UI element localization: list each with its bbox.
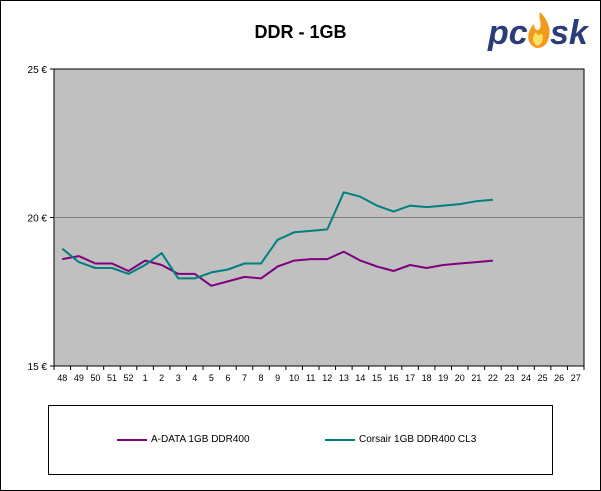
x-tick-label: 21 — [471, 373, 481, 383]
x-tick-label: 16 — [389, 373, 399, 383]
legend-label-series-2: Corsair 1GB DDR400 CL3 — [359, 434, 477, 445]
series-line-1 — [62, 250, 493, 287]
x-tick-label: 25 — [538, 373, 548, 383]
series-line-2 — [61, 191, 493, 280]
flame-icon — [528, 12, 550, 48]
chart-title: DDR - 1GB — [254, 22, 347, 42]
x-tick-label: 52 — [124, 373, 134, 383]
x-tick-label: 50 — [90, 373, 100, 383]
x-tick-label: 18 — [422, 373, 432, 383]
x-tick-label: 12 — [322, 373, 332, 383]
x-tick-label: 3 — [176, 373, 181, 383]
x-tick-label: 15 — [372, 373, 382, 383]
x-tick-label: 14 — [355, 373, 365, 383]
x-tick-label: 1 — [143, 373, 148, 383]
y-tick-label: 15 € — [28, 362, 48, 373]
legend-item-series-2: Corsair 1GB DDR400 CL3 — [325, 434, 476, 445]
x-tick-label: 9 — [275, 373, 280, 383]
x-tick-label: 49 — [74, 373, 84, 383]
y-tick-label: 25 € — [28, 65, 48, 76]
x-tick-label: 2 — [159, 373, 164, 383]
svg-text:sk: sk — [550, 14, 590, 52]
x-tick-label: 26 — [554, 373, 564, 383]
y-axis: 15 € 20 € 25 € — [28, 65, 54, 373]
x-tick-label: 19 — [438, 373, 448, 383]
y-tick-label: 20 € — [28, 214, 48, 225]
x-axis: 48 49 50 51 52 1 2 3 4 5 6 7 8 9 10 11 12 13 14 15 16 17 18 19 2… — [53, 366, 585, 383]
legend-item-series-1: A-DATA 1GB DDR400 — [117, 434, 250, 445]
x-tick-label: 11 — [306, 373, 315, 383]
x-tick-label: 13 — [339, 373, 349, 383]
x-tick-label: 51 — [107, 373, 117, 383]
series-lines — [61, 191, 493, 287]
legend-swatch-series-1 — [117, 438, 147, 441]
x-tick-label: 17 — [405, 373, 415, 383]
x-tick-label: 8 — [259, 373, 264, 383]
x-tick-label: 4 — [192, 373, 197, 383]
legend-label-series-1: A-DATA 1GB DDR400 — [151, 434, 250, 445]
x-tick-label: 6 — [225, 373, 230, 383]
legend: A-DATA 1GB DDR400 Corsair 1GB DDR400 CL3 — [48, 405, 553, 475]
x-tick-label: 24 — [521, 373, 531, 383]
x-tick-label: 5 — [209, 373, 214, 383]
x-tick-label: 7 — [242, 373, 247, 383]
pcosk-logo: pc sk — [487, 12, 590, 52]
x-tick-label: 48 — [57, 373, 67, 383]
legend-swatch-series-2 — [325, 438, 355, 441]
x-tick-label: 22 — [488, 373, 498, 383]
x-tick-label: 27 — [571, 373, 581, 383]
x-tick-label: 10 — [289, 373, 299, 383]
svg-text:pc: pc — [487, 14, 528, 52]
x-tick-label: 23 — [504, 373, 514, 383]
x-tick-label: 20 — [455, 373, 465, 383]
